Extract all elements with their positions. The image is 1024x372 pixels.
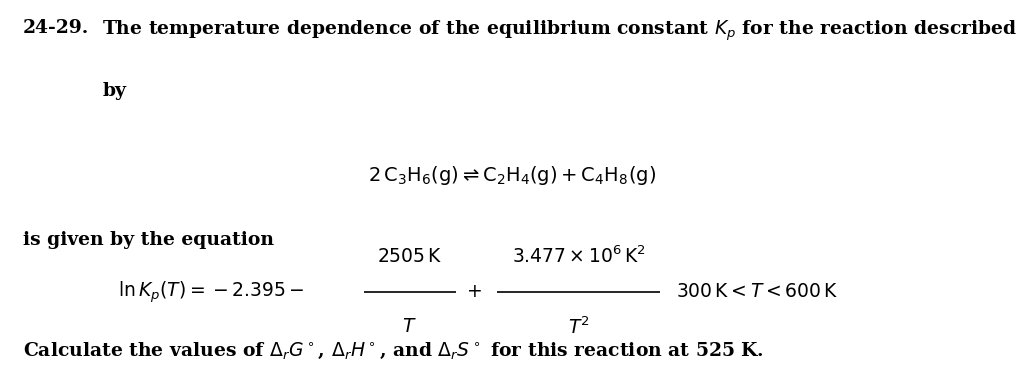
- Text: $2\,\mathrm{C_3H_6(g)} \rightleftharpoons \mathrm{C_2H_4(g)} + \mathrm{C_4H_8(g): $2\,\mathrm{C_3H_6(g)} \rightleftharpoon…: [368, 164, 656, 187]
- Text: $3.477 \times 10^6\,\mathrm{K}^2$: $3.477 \times 10^6\,\mathrm{K}^2$: [512, 246, 645, 267]
- Text: 24-29.: 24-29.: [23, 19, 89, 36]
- Text: Calculate the values of $\Delta_r G^\circ$, $\Delta_r H^\circ$, and $\Delta_r S^: Calculate the values of $\Delta_r G^\cir…: [23, 340, 764, 361]
- Text: by: by: [102, 82, 126, 100]
- Text: $T$: $T$: [402, 318, 417, 336]
- Text: $\mathrm{ln}\,K_p(T) = -2.395 -$: $\mathrm{ln}\,K_p(T) = -2.395 -$: [118, 279, 304, 305]
- Text: $+$: $+$: [466, 283, 481, 301]
- Text: The temperature dependence of the equilibrium constant $K_p$ for the reaction de: The temperature dependence of the equili…: [102, 19, 1018, 43]
- Text: $T^2$: $T^2$: [567, 317, 590, 338]
- Text: is given by the equation: is given by the equation: [23, 231, 273, 248]
- Text: $300\,\mathrm{K} < T < 600\,\mathrm{K}$: $300\,\mathrm{K} < T < 600\,\mathrm{K}$: [676, 283, 838, 301]
- Text: $2505\,\mathrm{K}$: $2505\,\mathrm{K}$: [377, 248, 442, 266]
